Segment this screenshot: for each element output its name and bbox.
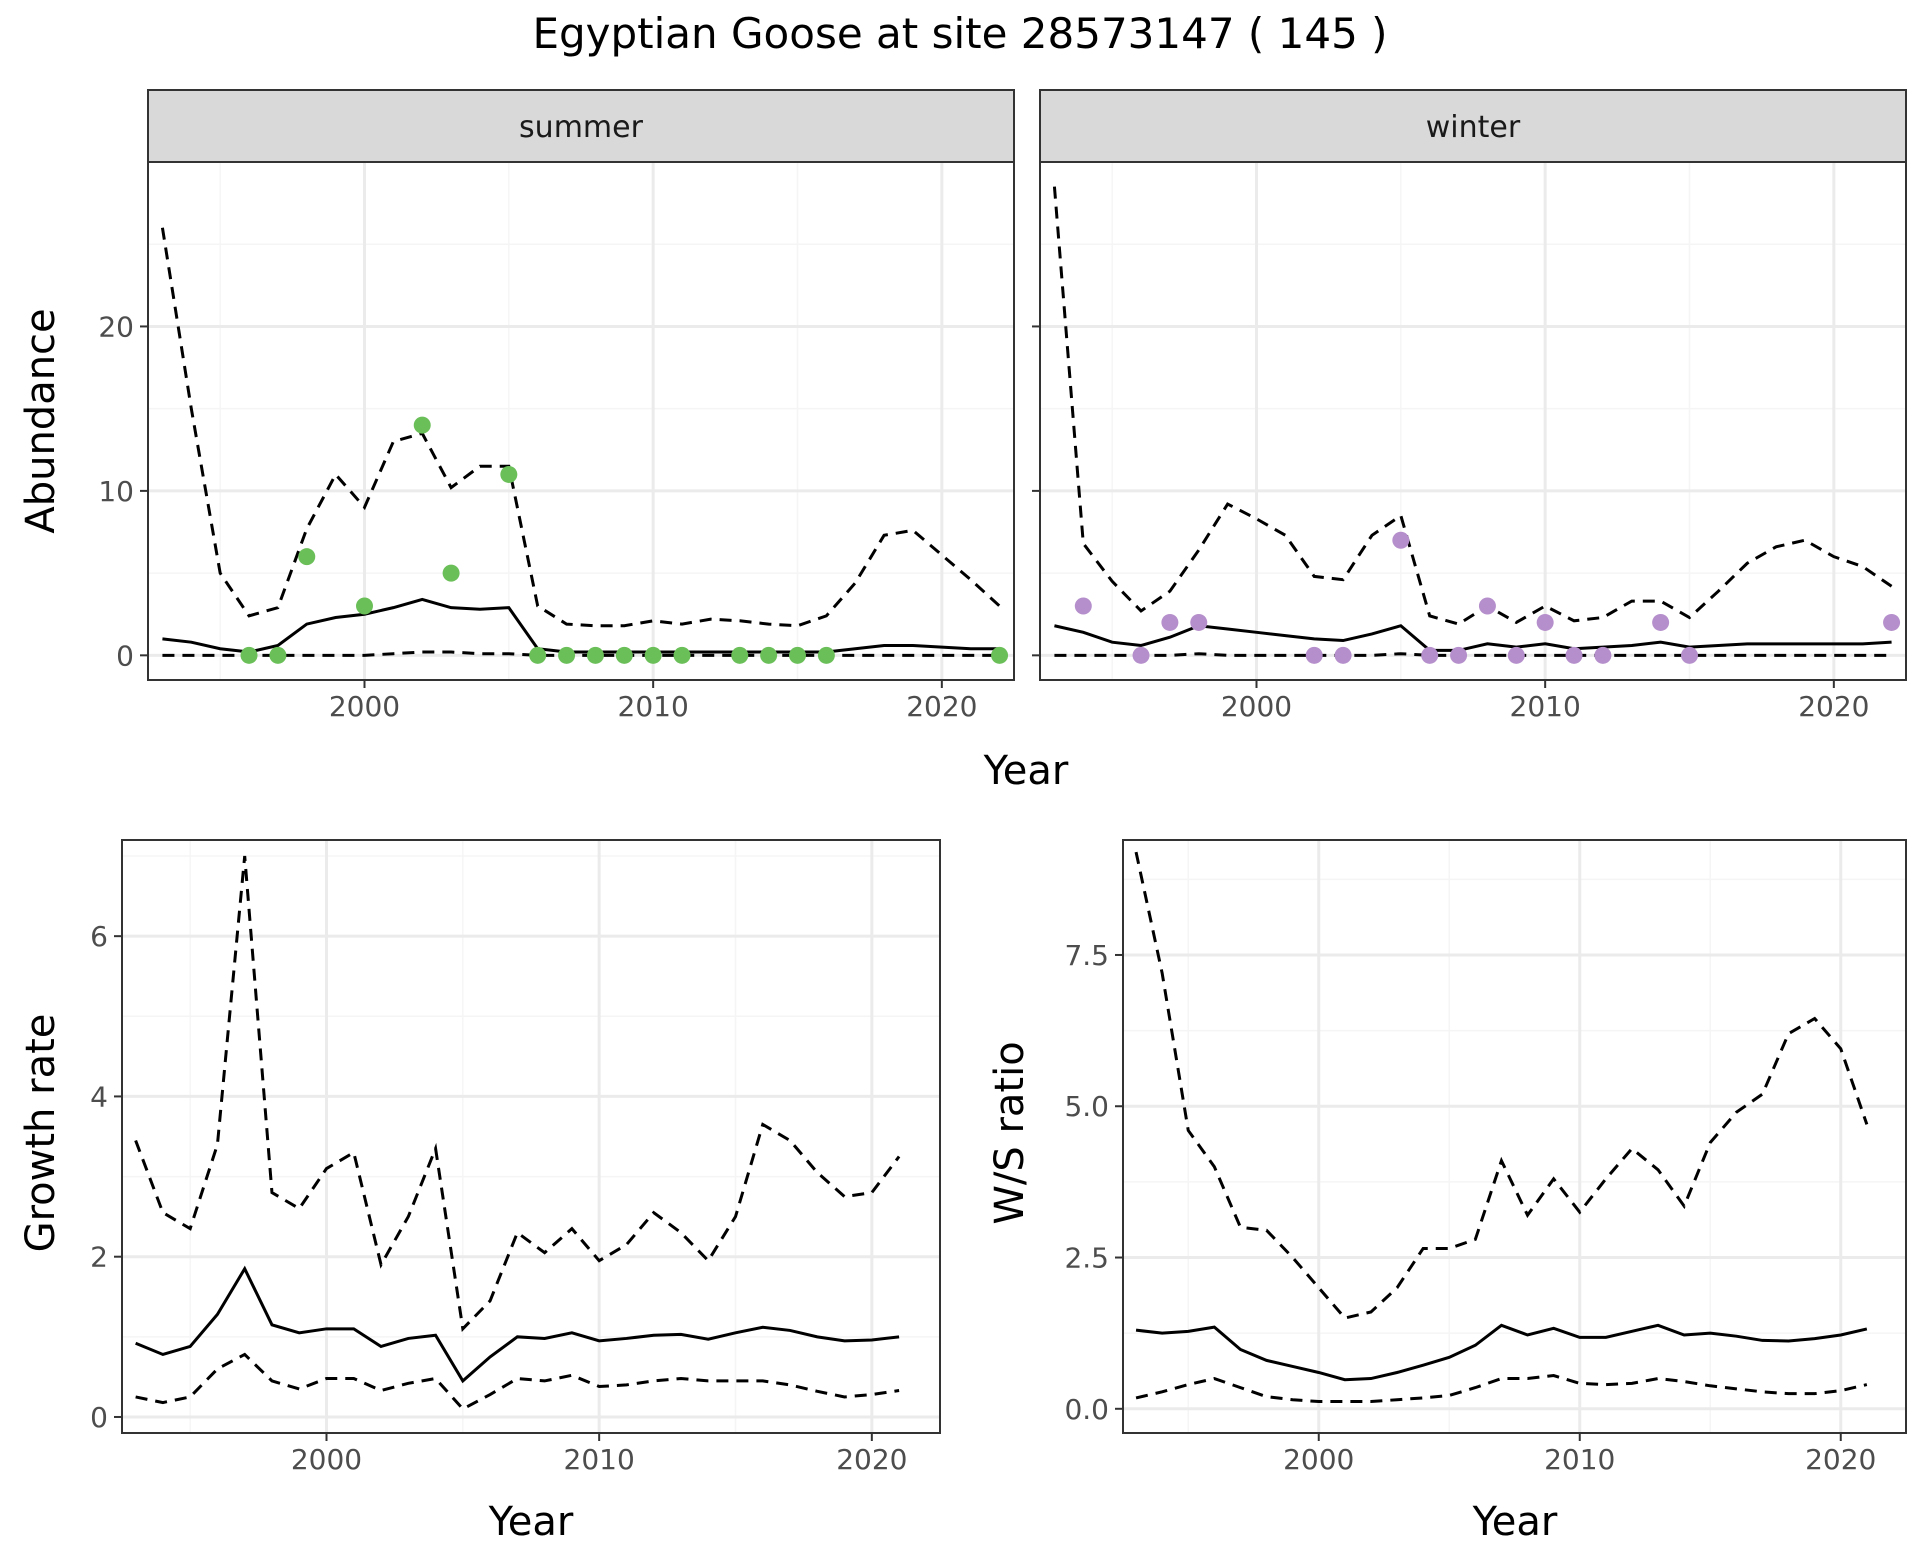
observed-point (1161, 613, 1179, 631)
abundance-winter-facet: winter 2000 2010 2020 (1032, 89, 1907, 723)
observed-point (586, 646, 604, 664)
y-tick-label: 10 (98, 475, 134, 508)
observed-point (1421, 646, 1439, 664)
observed-point (269, 646, 287, 664)
observed-point (817, 646, 835, 664)
x-tick-label: 2000 (1221, 690, 1292, 723)
y-tick-label: 2 (90, 1241, 108, 1274)
mean-line (162, 597, 1000, 654)
panel-background (1040, 162, 1906, 680)
facet-strip-label: summer (519, 110, 644, 145)
x-tick-label: 2020 (1798, 690, 1869, 723)
observed-point (240, 646, 258, 664)
observed-point (442, 564, 460, 582)
y-tick-label: 2.5 (1064, 1242, 1109, 1275)
observed-point (1681, 646, 1698, 664)
observed-point (1507, 646, 1525, 664)
x-tick-label: 2010 (1544, 1443, 1615, 1476)
x-tick-label: 2000 (329, 690, 400, 723)
observed-point (1132, 646, 1150, 664)
observed-point (1392, 531, 1410, 549)
y-tick-label: 4 (90, 1080, 108, 1113)
upper-bound-line (1134, 851, 1869, 1320)
ratio-y-axis-title: W/S ratio (987, 1041, 1033, 1224)
observed-point (1450, 646, 1468, 664)
observed-point (1652, 613, 1670, 631)
observed-point (789, 646, 806, 664)
observed-point (615, 646, 633, 664)
observed-point (1074, 597, 1092, 615)
x-tick-label: 2000 (1283, 1443, 1354, 1476)
x-tick-label: 2010 (618, 690, 689, 723)
y-tick-label: 0 (116, 639, 134, 672)
observed-point (1305, 646, 1323, 664)
growth-y-axis-title: Growth rate (18, 1014, 64, 1253)
observed-point (991, 646, 1009, 664)
upper-bound-line (160, 227, 1001, 628)
observed-point (413, 416, 431, 434)
lower-bound-line (1135, 1373, 1868, 1404)
x-tick-label: 2020 (906, 690, 977, 723)
observed-point (1190, 613, 1208, 631)
panel-border (1039, 161, 1907, 681)
facet-strip (147, 89, 1015, 163)
facet-strip (1039, 89, 1907, 163)
panel-border (121, 839, 941, 1434)
panel-background (148, 162, 1014, 680)
observed-point (1478, 597, 1496, 615)
y-tick-label: 0 (90, 1401, 108, 1434)
observed-point (731, 646, 749, 664)
panel-background (1123, 840, 1906, 1433)
abundance-summer-facet: summer 2000 2010 2020 0 10 20 (98, 89, 1015, 723)
panel-border (1122, 839, 1907, 1434)
observed-point (1334, 646, 1352, 664)
mean-line (1135, 1323, 1868, 1382)
y-tick-label: 0.0 (1064, 1393, 1109, 1426)
x-tick-label: 2010 (1510, 690, 1581, 723)
observed-point (1565, 646, 1583, 664)
observed-point (558, 646, 576, 664)
observed-point (356, 597, 373, 615)
observed-point (1536, 613, 1554, 631)
abundance-x-axis-title: Year (983, 748, 1069, 794)
panel-background (122, 840, 940, 1433)
observed-point (298, 548, 316, 566)
lower-bound-line (135, 1352, 900, 1411)
ratio-x-axis-title: Year (1472, 1499, 1558, 1545)
abundance-y-axis-title: Abundance (18, 308, 64, 533)
mean-line (135, 1265, 900, 1384)
growth-rate-panel: 2000 2010 2020 0 2 4 6 (90, 839, 941, 1476)
observed-point (1594, 646, 1612, 664)
y-tick-label: 6 (90, 920, 108, 953)
chart-title: Egyptian Goose at site 28573147 ( 145 ) (532, 9, 1387, 58)
observed-point (760, 646, 778, 664)
ws-ratio-panel: 2000 2010 2020 0.0 2.5 5.0 7.5 (1064, 839, 1907, 1476)
observed-point (1883, 613, 1901, 631)
x-tick-label: 2010 (564, 1443, 635, 1476)
x-tick-label: 2020 (836, 1443, 907, 1476)
observed-point (500, 465, 518, 483)
observed-point (673, 646, 691, 664)
y-tick-label: 5.0 (1064, 1090, 1109, 1123)
panel-border (147, 161, 1015, 681)
x-tick-label: 2000 (291, 1443, 362, 1476)
growth-x-axis-title: Year (488, 1499, 574, 1545)
observed-point (644, 646, 662, 664)
y-tick-label: 20 (98, 310, 134, 343)
x-tick-label: 2020 (1805, 1443, 1876, 1476)
upper-bound-line (1052, 186, 1893, 626)
observed-point (529, 646, 547, 664)
y-tick-label: 7.5 (1064, 939, 1109, 972)
facet-strip-label: winter (1426, 110, 1521, 145)
